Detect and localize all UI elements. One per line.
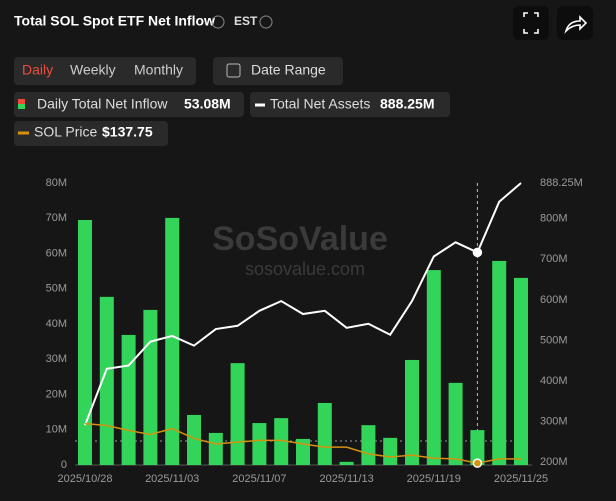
y-tick-label: 60M	[46, 247, 67, 259]
y2-tick-label: 800M	[540, 213, 568, 225]
tab-daily[interactable]: Daily	[22, 62, 53, 78]
bar	[405, 359, 419, 465]
bar	[296, 438, 310, 465]
fullscreen-button[interactable]	[513, 6, 549, 40]
bar	[252, 423, 267, 465]
bar	[448, 382, 463, 465]
info-icon[interactable]	[211, 15, 225, 29]
timezone: EST	[234, 14, 258, 28]
bar	[121, 334, 136, 465]
y2-tick-label: 400M	[540, 375, 568, 387]
y-tick-label: 0	[61, 459, 67, 471]
y-tick-label: 80M	[46, 177, 67, 189]
legend-value: 888.25M	[380, 96, 434, 112]
calendar-icon	[226, 63, 241, 78]
bar	[99, 296, 114, 465]
plot: 0 10M 20M 30M 40M 50M 60M 70M 80M 200M 300M 400M 500…	[46, 177, 583, 485]
tab-weekly[interactable]: Weekly	[70, 62, 116, 78]
fullscreen-icon	[523, 12, 539, 34]
x-tick-label: 2025/10/28	[57, 473, 112, 485]
x-tick-label: 2025/11/07	[232, 473, 286, 485]
bar	[208, 432, 223, 465]
y-tick-label: 30M	[46, 353, 67, 365]
x-tick-label: 2025/11/19	[407, 473, 461, 485]
x-tick-label: 2025/11/03	[145, 473, 199, 485]
bar	[78, 220, 92, 465]
bar	[187, 414, 201, 465]
y-tick-label: 20M	[46, 388, 67, 400]
bar	[165, 217, 180, 465]
bar	[383, 437, 398, 465]
bar	[426, 270, 441, 465]
legend-swatch	[18, 104, 25, 109]
tab-group	[14, 57, 196, 85]
bar	[143, 309, 158, 465]
y2-tick-label: 700M	[540, 253, 568, 265]
line-series	[84, 422, 522, 464]
bar	[492, 260, 507, 465]
bar	[317, 402, 332, 465]
bar	[470, 430, 485, 465]
hover-dot	[472, 458, 483, 468]
x-tick-label: 2025/11/25	[494, 473, 548, 485]
bar	[274, 418, 289, 465]
title: Total SOL Spot ETF Net Inflow	[14, 13, 215, 29]
bar	[361, 425, 376, 465]
bar	[514, 277, 528, 465]
bar	[339, 461, 354, 465]
legend-swatch	[18, 99, 25, 104]
legend-item[interactable]	[14, 121, 168, 146]
y2-tick-label: 200M	[540, 456, 568, 468]
share-button[interactable]	[557, 6, 593, 40]
y2-tick-label: 600M	[540, 294, 568, 306]
y-tick-label: 10M	[46, 424, 67, 436]
y-tick-label: 50M	[46, 283, 67, 295]
y2-tick-label: 500M	[540, 334, 568, 346]
legend-label: Total Net Assets	[270, 96, 370, 112]
y2-tick-label: 300M	[540, 415, 568, 427]
y-tick-label: 70M	[46, 212, 67, 224]
info-icon[interactable]	[259, 15, 273, 29]
watermark-site: sosovalue.com	[245, 259, 365, 279]
tab-monthly[interactable]: Monthly	[134, 62, 183, 78]
legend-value: 53.08M	[184, 96, 231, 112]
bar	[230, 363, 245, 465]
share-icon	[564, 15, 588, 34]
legend-item[interactable]	[14, 92, 244, 117]
y2-tick-label: 888.25M	[540, 177, 583, 189]
legend-label: SOL Price	[34, 124, 97, 140]
hover-dot	[472, 247, 483, 258]
legend-value: $137.75	[102, 124, 153, 140]
watermark-brand: SoSoValue	[212, 220, 388, 258]
date-range-button[interactable]	[213, 57, 343, 85]
date-range-label: Date Range	[251, 62, 326, 78]
y-tick-label: 40M	[46, 318, 67, 330]
legend-label: Daily Total Net Inflow	[37, 96, 168, 112]
line-series	[84, 182, 522, 426]
legend-item[interactable]	[250, 92, 450, 117]
x-tick-label: 2025/11/13	[319, 473, 373, 485]
